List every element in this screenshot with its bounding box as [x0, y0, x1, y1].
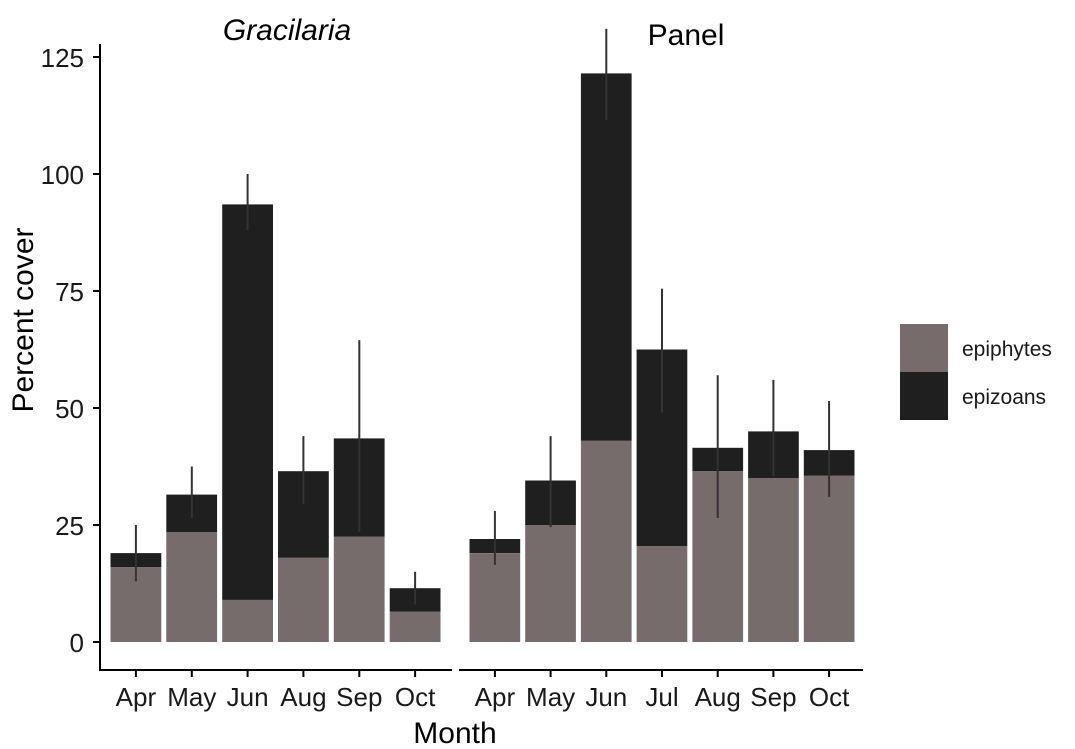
facet-title-panel: Panel: [648, 19, 725, 52]
bar-epiphytes: [748, 478, 799, 642]
y-tick-label: 0: [70, 628, 84, 658]
x-tick-label: Apr: [116, 682, 157, 712]
bar-epiphytes: [333, 536, 385, 642]
x-tick-label: Jun: [227, 682, 269, 712]
x-tick-label: Oct: [395, 682, 436, 712]
bar-epiphytes: [222, 599, 273, 642]
y-tick-label: 100: [41, 160, 84, 190]
y-tick-label: 125: [41, 43, 84, 73]
plot-area: [110, 28, 855, 642]
x-tick-label: Apr: [475, 682, 516, 712]
bar-epiphytes: [469, 553, 521, 642]
y-tick-label: 50: [55, 394, 84, 424]
legend: epiphytes epizoans: [900, 324, 1052, 420]
bar-epiphytes: [525, 525, 576, 642]
x-tick-label: May: [526, 682, 575, 712]
bar-epiphytes: [580, 440, 632, 642]
y-tick-label: 25: [55, 511, 84, 541]
legend-label-epizoans: epizoans: [962, 386, 1046, 409]
x-tick-label: Sep: [336, 682, 382, 712]
legend-swatch-epiphytes: [900, 324, 948, 372]
legend-swatch-epizoans: [900, 372, 948, 420]
bar-epiphytes: [636, 546, 688, 642]
x-tick-label: Jul: [645, 682, 678, 712]
bar-epizoans: [580, 73, 632, 441]
x-axis-title: Month: [413, 717, 496, 749]
x-tick-label: Jun: [585, 682, 627, 712]
bar-epiphytes: [389, 611, 441, 642]
x-tick-label: Aug: [695, 682, 741, 712]
x-tick-label: Oct: [809, 682, 850, 712]
bar-epizoans: [222, 204, 273, 600]
x-tick-label: Aug: [280, 682, 326, 712]
x-tick-label: Sep: [750, 682, 796, 712]
y-axis-title: Percent cover: [7, 227, 40, 412]
x-tick-label: May: [167, 682, 216, 712]
legend-label-epiphytes: epiphytes: [962, 338, 1052, 361]
facet-title-gracilaria: Gracilaria: [223, 14, 351, 47]
bar-epiphytes: [166, 532, 218, 642]
axes: Apr May Jun Aug Sep Oct Apr May Jun Jul Aug Sep Oct: [93, 44, 863, 712]
bar-epiphytes: [803, 475, 855, 642]
y-axis-ticks: 0 25 50 75 100 125: [41, 43, 84, 658]
y-tick-label: 75: [55, 277, 84, 307]
bar-epiphytes: [278, 557, 329, 642]
